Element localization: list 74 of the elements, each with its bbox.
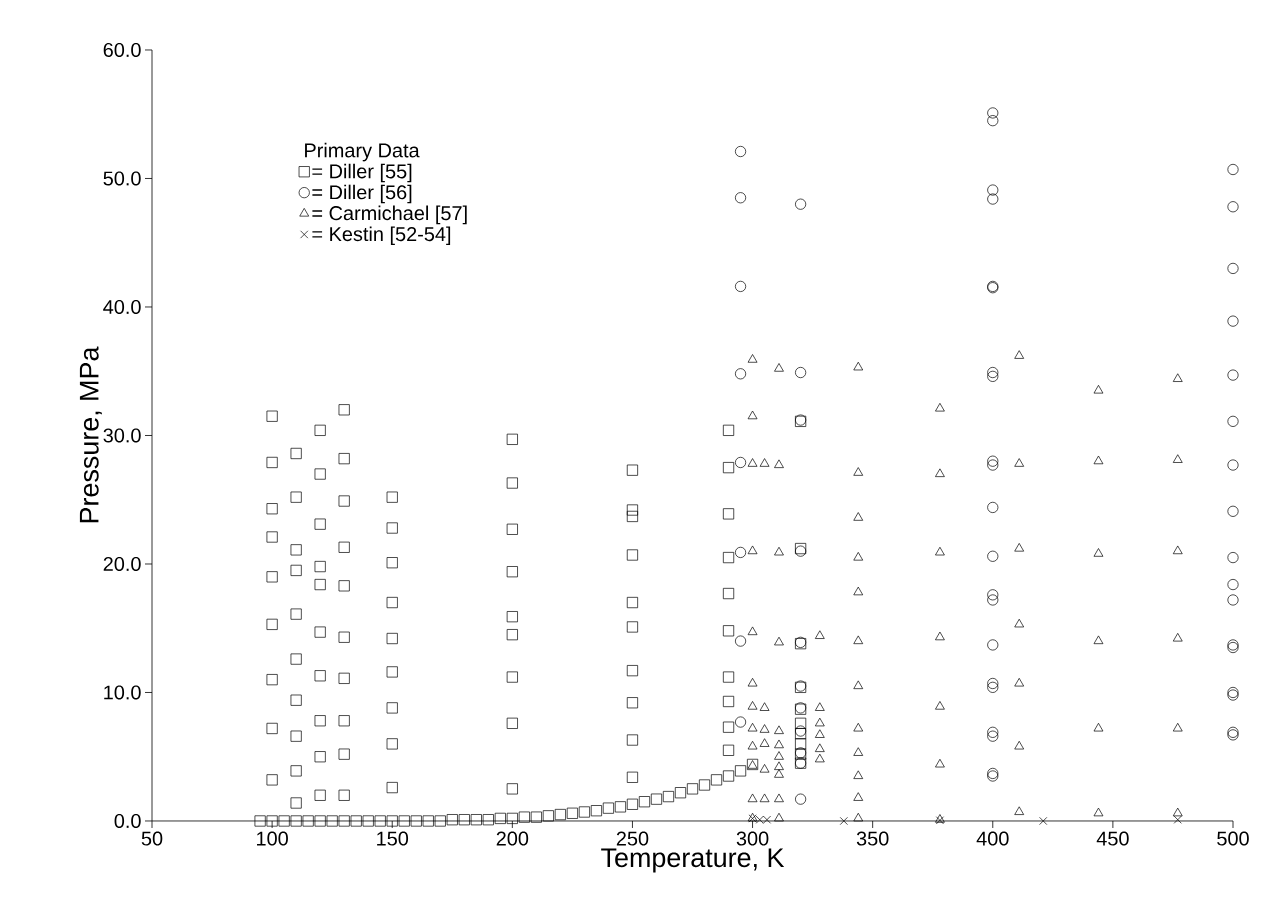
x-tick-label: 150 [377, 831, 409, 846]
point [1173, 815, 1182, 824]
y-axis-title: Pressure, MPa [79, 346, 102, 523]
point [1227, 552, 1239, 564]
point [1227, 459, 1239, 471]
x-tick-label: 300 [736, 831, 769, 846]
point [987, 589, 999, 601]
point [795, 366, 807, 379]
point [735, 546, 747, 558]
point [795, 757, 807, 769]
x-tick-label: 500 [1217, 831, 1249, 846]
point [795, 198, 807, 210]
x-tick-label: 200 [496, 831, 529, 846]
point [987, 639, 999, 651]
x-axis-title: Temperature, K [601, 848, 785, 873]
y-tick-label: 30.0 [103, 428, 141, 443]
point [795, 747, 807, 759]
point [735, 192, 747, 204]
point [987, 115, 999, 127]
point [795, 545, 807, 557]
point [735, 635, 747, 647]
x-tick-label: 350 [856, 831, 889, 846]
point [1227, 505, 1239, 517]
y-tick-label: 20.0 [103, 556, 141, 572]
point [987, 681, 999, 693]
point [735, 716, 747, 728]
y-tick-label: 50.0 [103, 171, 141, 186]
legend-title: Primary Data [305, 142, 420, 162]
x-tick-label: 100 [257, 831, 288, 846]
point [735, 456, 747, 469]
point [987, 459, 999, 471]
point [839, 816, 848, 826]
point [1227, 369, 1239, 381]
x-tick-label: 450 [1096, 831, 1129, 846]
point [987, 726, 999, 738]
y-tick-label: 40.0 [103, 299, 141, 315]
point [1227, 163, 1239, 176]
point [1227, 594, 1239, 606]
point [1227, 262, 1239, 274]
point [1227, 201, 1239, 213]
point [935, 816, 944, 825]
legend-label: = Carmichael [57] [312, 205, 467, 225]
point [795, 702, 807, 714]
point [735, 145, 747, 158]
point [987, 677, 999, 690]
point [987, 366, 999, 379]
point [1039, 816, 1048, 826]
y-tick-label: 10.0 [104, 685, 141, 700]
y-tick-label: 60.0 [103, 42, 141, 58]
point [795, 636, 807, 648]
point [987, 107, 999, 119]
point [795, 793, 807, 805]
point [1227, 415, 1239, 427]
point [987, 730, 999, 742]
point [987, 370, 999, 382]
point [987, 455, 999, 467]
point [795, 680, 807, 692]
point [795, 414, 807, 426]
point [1227, 315, 1239, 327]
point [987, 594, 999, 606]
y-tick-label: 0.0 [114, 813, 141, 829]
x-tick-label: 50 [141, 831, 163, 846]
x-tick-label: 250 [616, 831, 649, 846]
point [987, 184, 999, 196]
point [987, 501, 999, 513]
point [735, 280, 747, 292]
point [987, 550, 999, 562]
point [735, 368, 747, 380]
legend-label: = Diller [55] [312, 163, 412, 183]
point [987, 193, 999, 205]
legend-label: = Kestin [52-54] [312, 226, 451, 246]
legend-label: = Diller [56] [312, 184, 412, 204]
point [1227, 578, 1239, 591]
x-tick-label: 400 [976, 831, 1009, 846]
